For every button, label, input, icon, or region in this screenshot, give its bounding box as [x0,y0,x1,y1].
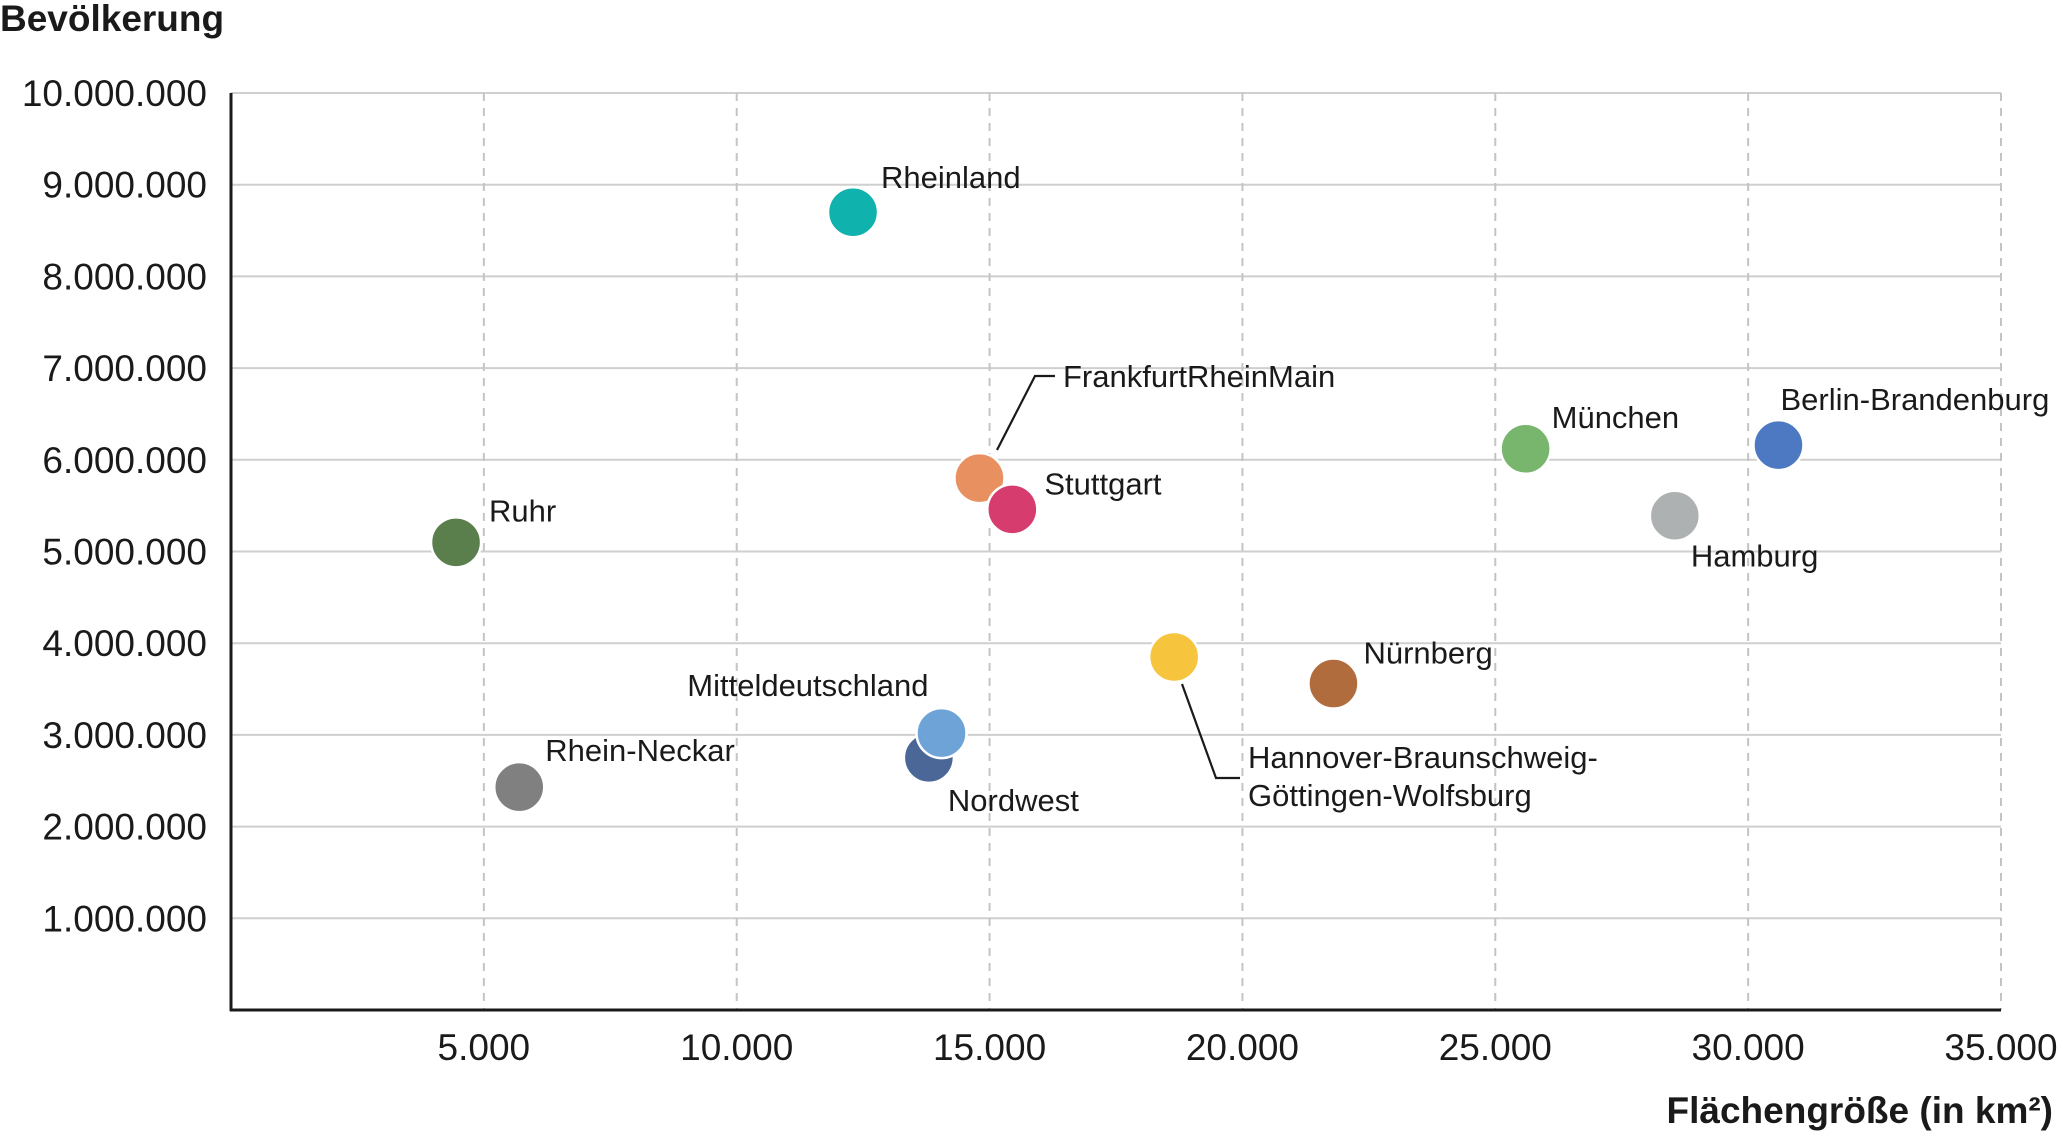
point-label: Stuttgart [1044,466,1162,501]
point-label: Ruhr [489,493,556,528]
y-tick-label: 10.000.000 [22,73,207,114]
y-tick-label: 3.000.000 [42,715,207,756]
label-leader-line [996,374,1055,451]
point-label: Nordwest [948,783,1079,818]
y-tick-label: 6.000.000 [42,440,207,481]
x-tick-label: 10.000 [680,1027,793,1068]
y-tick-label: 8.000.000 [42,256,207,297]
data-point [826,185,880,239]
point-label: Göttingen-Wolfsburg [1248,778,1532,813]
label-leader-line [1180,683,1240,780]
point-label: Hamburg [1691,539,1819,574]
y-tick-label: 1.000.000 [42,898,207,939]
point-label: Berlin-Brandenburg [1780,382,2049,417]
data-point [493,760,546,814]
point-label: Nürnberg [1363,636,1492,671]
data-point [953,451,1006,505]
x-tick-label: 5.000 [438,1027,531,1068]
x-tick-label: 20.000 [1186,1027,1299,1068]
point-label: Rheinland [881,160,1021,195]
x-axis-title: Flächengröße (in km²) [1667,1090,2053,1131]
point-label: Mitteldeutschland [687,668,928,703]
point-label: Hannover-Braunschweig- [1248,740,1598,775]
y-axis-title: Bevölkerung [0,0,224,39]
data-point [1499,422,1552,476]
data-point [429,516,483,569]
data-point [1752,418,1805,472]
point-label: München [1552,400,1680,435]
x-tick-label: 25.000 [1439,1027,1552,1068]
y-tick-label: 2.000.000 [42,807,207,848]
x-tick-label: 35.000 [1944,1027,2057,1068]
data-point [1648,489,1702,542]
data-point [986,483,1039,536]
data-point [1147,630,1201,684]
point-label: Rhein-Neckar [545,733,735,768]
data-point [915,706,968,760]
y-tick-label: 5.000.000 [42,532,207,573]
x-tick-label: 15.000 [933,1027,1046,1068]
data-point [1307,657,1360,710]
point-label: FrankfurtRheinMain [1063,359,1335,394]
y-tick-label: 9.000.000 [42,165,207,206]
x-tick-label: 30.000 [1692,1027,1805,1068]
y-tick-label: 7.000.000 [42,348,207,389]
y-tick-label: 4.000.000 [42,623,207,664]
